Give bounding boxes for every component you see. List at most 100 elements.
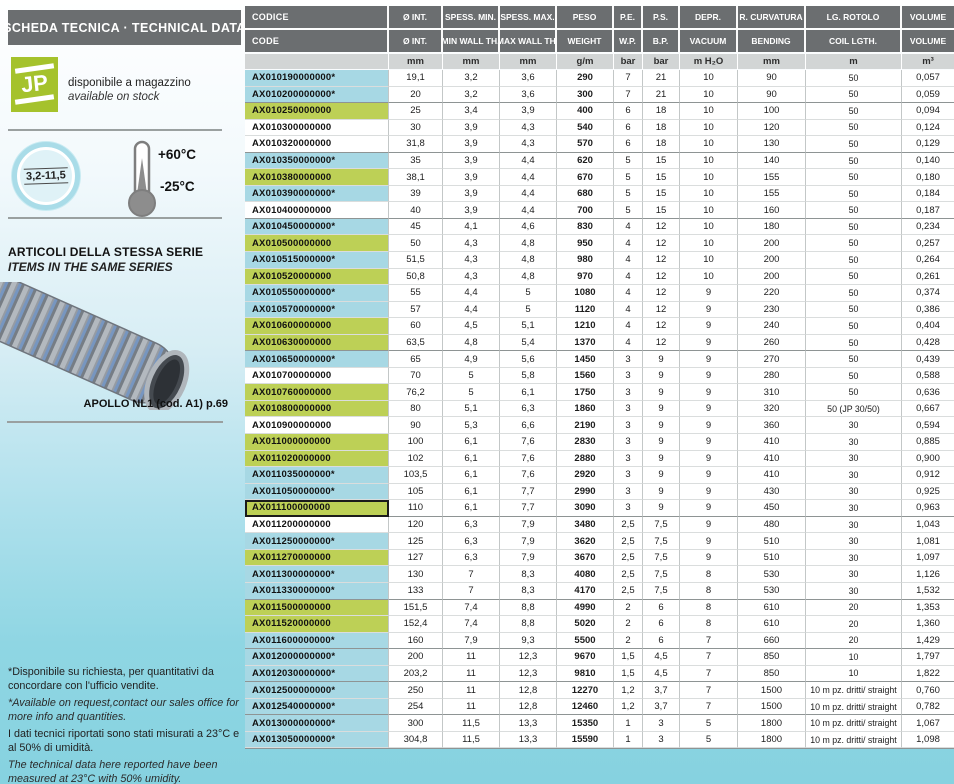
- value-cell: 50: [806, 169, 902, 186]
- series-title-it: ARTICOLI DELLA STESSA SERIE: [8, 245, 204, 259]
- code-cell: AX010520000000: [245, 268, 389, 286]
- value-cell: 30: [806, 450, 902, 468]
- code-cell: AX010250000000: [245, 103, 389, 120]
- value-cell: 0,187: [902, 202, 954, 219]
- value-cell: 10: [680, 70, 738, 87]
- product-photo-hose: [0, 282, 190, 410]
- value-cell: 2,5: [614, 549, 643, 567]
- value-cell: 50: [389, 235, 443, 253]
- header-cell: P.E.: [614, 6, 643, 28]
- value-cell: 1450: [557, 351, 614, 368]
- table-row: AX011330000000* 133 7 8,3 4170 2,5 7,5 8 530 30 1,…: [245, 582, 954, 600]
- value-cell: 9: [680, 467, 738, 484]
- value-cell: 12270: [557, 682, 614, 699]
- value-cell: 850: [738, 649, 806, 666]
- value-cell: 9: [643, 434, 680, 451]
- value-cell: 4: [614, 218, 643, 236]
- code-cell: AX010900000000: [245, 417, 389, 435]
- table-row: AX013050000000* 304,8 11,5 13,3 15590 1 3 5 1800…: [245, 731, 954, 749]
- footnote-en-1: *Available on request,contact our sales …: [8, 697, 239, 723]
- value-cell: 2: [614, 599, 643, 617]
- value-cell: 6: [614, 119, 643, 137]
- value-cell: 1210: [557, 318, 614, 335]
- header-cell: SPESS. MIN.: [443, 6, 500, 28]
- value-cell: 400: [557, 103, 614, 120]
- value-cell: 140: [738, 152, 806, 170]
- value-cell: 5: [614, 152, 643, 170]
- value-cell: 3: [614, 500, 643, 517]
- value-cell: 230: [738, 301, 806, 319]
- code-cell: AX010630000000: [245, 334, 389, 352]
- unit-cell: m³: [902, 54, 954, 69]
- table-row: AX010500000000 50 4,3 4,8 950 4 12 10 200 50 0,257: [245, 235, 954, 253]
- value-cell: 6: [643, 599, 680, 617]
- value-cell: 0,925: [902, 484, 954, 501]
- value-cell: 610: [738, 616, 806, 633]
- code-cell: AX013000000000*: [245, 715, 389, 732]
- code-cell: AX010350000000*: [245, 152, 389, 170]
- value-cell: 950: [557, 235, 614, 253]
- value-cell: 10: [680, 152, 738, 170]
- value-cell: 1,532: [902, 583, 954, 600]
- value-cell: 4,8: [500, 235, 557, 253]
- value-cell: 80: [389, 400, 443, 418]
- value-cell: 5,1: [500, 318, 557, 335]
- value-cell: 21: [643, 70, 680, 87]
- value-cell: 11: [443, 649, 500, 666]
- value-cell: 9: [643, 367, 680, 385]
- value-cell: 7,5: [643, 582, 680, 600]
- value-cell: 7: [614, 86, 643, 104]
- value-cell: 4: [614, 318, 643, 335]
- value-cell: 4,9: [443, 351, 500, 368]
- value-cell: 410: [738, 434, 806, 451]
- table-row: AX011100000000 110 6,1 7,7 3090 3 9 9 450 30 0,963: [245, 500, 954, 517]
- value-cell: 0,900: [902, 451, 954, 468]
- value-cell: 155: [738, 169, 806, 186]
- code-cell: AX010570000000*: [245, 301, 389, 319]
- header-cell: VOLUME: [902, 30, 954, 52]
- value-cell: 50 (JP 30/50): [806, 400, 902, 418]
- code-cell: AX011000000000: [245, 434, 389, 451]
- value-cell: 3: [614, 384, 643, 401]
- value-cell: 4,8: [500, 268, 557, 286]
- code-cell: AX012540000000*: [245, 698, 389, 716]
- value-cell: 0,184: [902, 186, 954, 203]
- value-cell: 10 m pz. dritti/ straight: [806, 731, 902, 749]
- value-cell: 6,3: [443, 516, 500, 534]
- value-cell: 5,6: [500, 351, 557, 368]
- divider: [7, 421, 223, 423]
- value-cell: 7,9: [500, 549, 557, 567]
- table-row: AX013000000000* 300 11,5 13,3 15350 1 3 5 1800 10…: [245, 715, 954, 732]
- value-cell: 50: [806, 185, 902, 203]
- value-cell: 50,8: [389, 268, 443, 286]
- value-cell: 570: [557, 136, 614, 153]
- header-cell: B.P.: [643, 30, 680, 52]
- value-cell: 7,5: [643, 516, 680, 534]
- divider: [8, 129, 222, 131]
- temp-max-label: +60°C: [158, 147, 197, 162]
- value-cell: 4,5: [443, 318, 500, 335]
- value-cell: 9: [680, 334, 738, 352]
- header-cell: VACUUM: [680, 30, 738, 52]
- value-cell: 9: [680, 417, 738, 435]
- value-cell: 1,2: [614, 682, 643, 699]
- value-cell: 4,4: [443, 285, 500, 302]
- value-cell: 20: [806, 632, 902, 650]
- value-cell: 6: [643, 632, 680, 650]
- table-row: AX011000000000 100 6,1 7,6 2830 3 9 9 410 30 0,885: [245, 434, 954, 451]
- value-cell: 5,3: [443, 417, 500, 435]
- table-row: AX011520000000 152,4 7,4 8,8 5020 2 6 8 610 20 1,3…: [245, 616, 954, 633]
- value-cell: 57: [389, 301, 443, 319]
- value-cell: 3,7: [643, 682, 680, 699]
- footnote-it-1: *Disponibile su richiesta, per quantitat…: [8, 666, 214, 692]
- value-cell: 160: [738, 202, 806, 219]
- value-cell: 0,261: [902, 269, 954, 286]
- value-cell: 980: [557, 252, 614, 269]
- value-cell: 90: [738, 86, 806, 104]
- value-cell: 9: [680, 285, 738, 302]
- value-cell: 50: [806, 268, 902, 286]
- value-cell: 9,3: [500, 632, 557, 650]
- value-cell: 50: [806, 70, 902, 87]
- technical-data-table-area: CODICE Ø INT. SPESS. MIN. SPESS. MAX. PESO P.…: [245, 6, 954, 750]
- value-cell: 1,5: [614, 649, 643, 666]
